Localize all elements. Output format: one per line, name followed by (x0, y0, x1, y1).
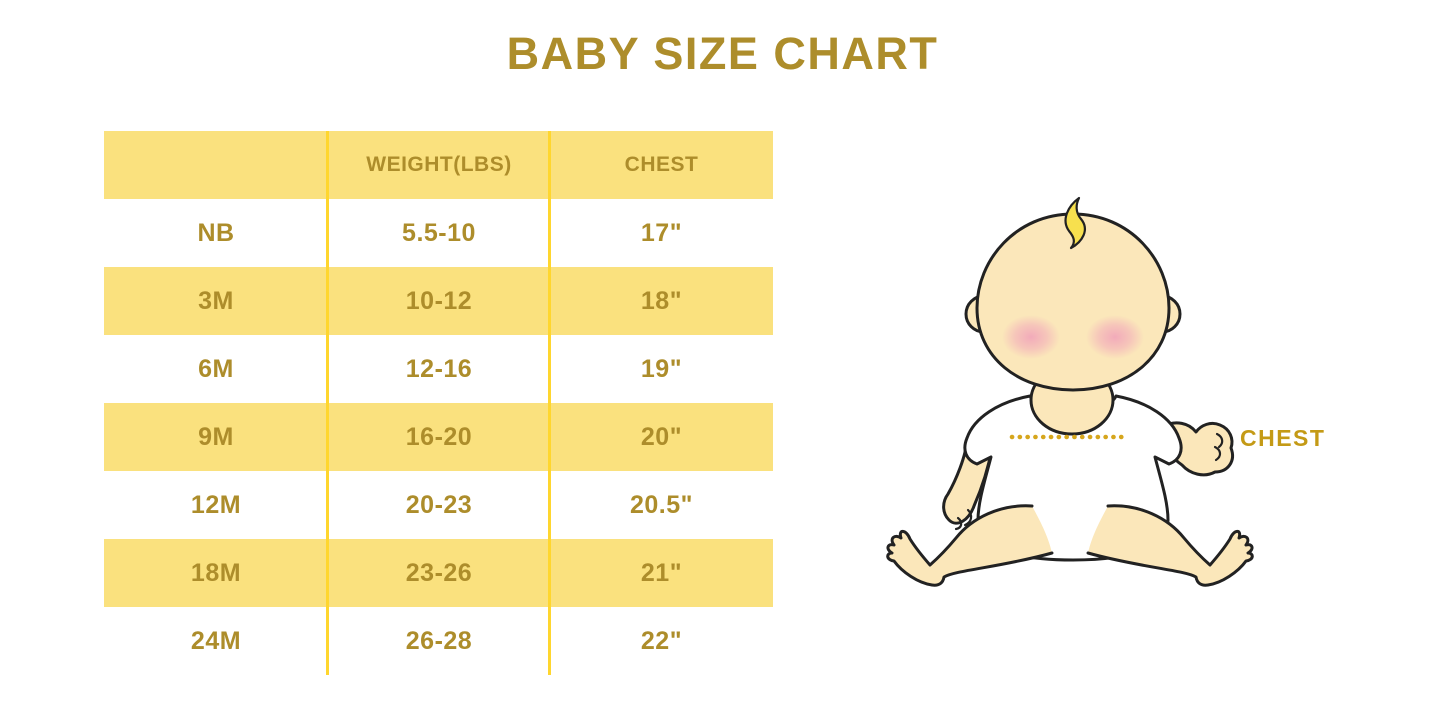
table-row: 12M 20-23 20.5" (104, 471, 773, 539)
chest-cell: 18" (640, 286, 683, 315)
chest-label: CHEST (1240, 425, 1325, 451)
chest-cell: 20.5" (629, 490, 693, 519)
chest-cell: 19" (640, 354, 683, 383)
size-table: WEIGHT(LBS) CHEST NB 5.5-10 17" 3M 10-12… (104, 131, 773, 675)
size-cell: 3M (198, 286, 234, 315)
size-cell: 12M (190, 490, 242, 519)
column-divider (326, 131, 329, 675)
chest-cell: 21" (640, 558, 683, 587)
column-divider (548, 131, 551, 675)
baby-right-cheek-blush (1086, 315, 1144, 359)
baby-right-leg (1086, 504, 1254, 587)
weight-cell: 16-20 (405, 422, 473, 451)
baby-illustration: CHEST (880, 180, 1340, 620)
weight-cell: 23-26 (405, 558, 473, 587)
size-cell: 18M (190, 558, 242, 587)
size-cell: 24M (190, 626, 242, 655)
weight-cell: 12-16 (405, 354, 473, 383)
baby-left-leg (886, 504, 1054, 587)
table-row: 24M 26-28 22" (104, 607, 773, 675)
chest-cell: 22" (640, 626, 683, 655)
header-weight-cell: WEIGHT(LBS) (366, 153, 512, 176)
baby-left-cheek-blush (1002, 315, 1060, 359)
weight-cell: 10-12 (405, 286, 473, 315)
weight-cell: 26-28 (405, 626, 473, 655)
size-cell: NB (197, 218, 235, 247)
weight-cell: 5.5-10 (402, 218, 476, 247)
page-title: BABY SIZE CHART (506, 28, 939, 79)
table-row: NB 5.5-10 17" (104, 199, 773, 267)
table-header-row: WEIGHT(LBS) CHEST (104, 131, 773, 199)
chest-cell: 20" (640, 422, 683, 451)
header-chest-cell: CHEST (624, 153, 699, 176)
table-row: 18M 23-26 21" (104, 539, 773, 607)
size-cell: 6M (198, 354, 234, 383)
baby-right-arm (1161, 421, 1234, 477)
chest-cell: 17" (640, 218, 683, 247)
weight-cell: 20-23 (405, 490, 473, 519)
size-cell: 9M (198, 422, 234, 451)
table-row: 3M 10-12 18" (104, 267, 773, 335)
table-row: 6M 12-16 19" (104, 335, 773, 403)
baby-hair-curl (1064, 196, 1086, 250)
table-row: 9M 16-20 20" (104, 403, 773, 471)
